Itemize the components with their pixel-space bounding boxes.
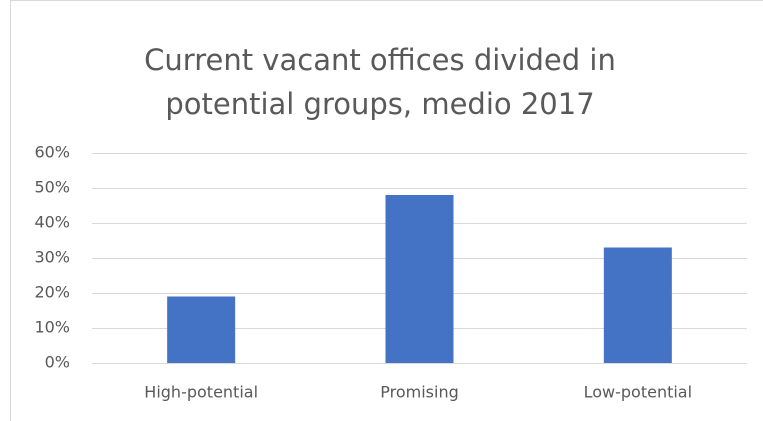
- y-tick-label: 30%: [34, 248, 70, 267]
- chart-title: Current vacant offices divided in potent…: [144, 43, 616, 121]
- y-tick-label: 60%: [34, 143, 70, 162]
- y-tick-label: 40%: [34, 213, 70, 232]
- y-tick-label: 10%: [34, 318, 70, 337]
- x-tick-label: Low-potential: [584, 383, 692, 402]
- x-tick-label: Promising: [380, 383, 459, 402]
- x-tick-label: High-potential: [144, 383, 258, 402]
- y-tick-label: 0%: [45, 353, 70, 372]
- bar: [167, 296, 236, 363]
- bar: [603, 247, 672, 363]
- y-tick-label: 50%: [34, 178, 70, 197]
- chart-border: [10, 0, 763, 421]
- y-tick-label: 20%: [34, 283, 70, 302]
- bar: [385, 195, 454, 363]
